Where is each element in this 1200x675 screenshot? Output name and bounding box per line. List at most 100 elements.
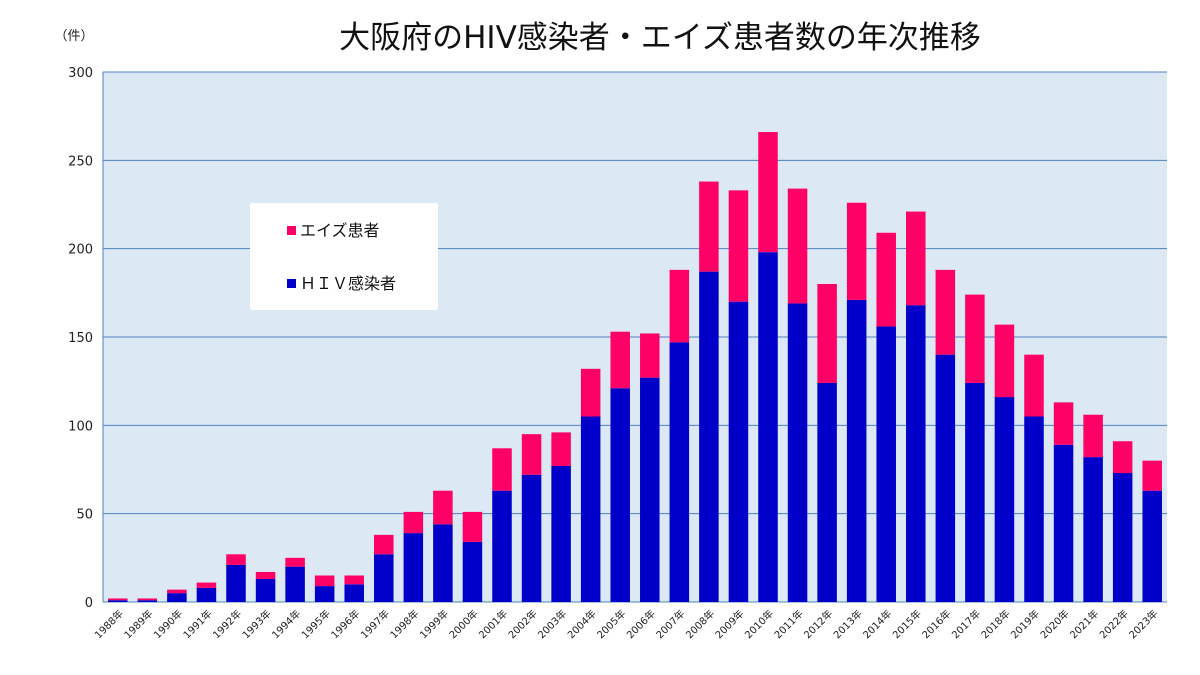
bar-segment-hiv — [167, 593, 187, 602]
bar-segment-aids — [1053, 402, 1074, 445]
bar-segment-aids — [462, 511, 483, 542]
bar-segment-hiv — [1112, 473, 1133, 602]
bar-segment-aids — [935, 269, 956, 355]
bar-segment-hiv — [699, 271, 719, 602]
x-tick-label: 2018年 — [978, 607, 1012, 641]
bar-segment-aids — [255, 571, 276, 580]
bar-segment-aids — [551, 432, 571, 466]
x-tick-label: 2006年 — [624, 607, 658, 641]
bar-segment-aids — [196, 582, 217, 588]
bar-segment-aids — [965, 294, 985, 383]
bar-segment-aids — [640, 333, 660, 378]
bar-segment-hiv — [640, 377, 660, 602]
x-tick-label: 2011年 — [771, 607, 805, 641]
bar-segment-hiv — [108, 600, 128, 602]
bar-segment-hiv — [817, 382, 837, 602]
x-tick-label: 2003年 — [535, 607, 569, 641]
bar-segment-hiv — [433, 524, 453, 602]
bar-segment-hiv — [610, 388, 630, 602]
bar-segment-hiv — [255, 579, 276, 602]
x-tick-label: 2016年 — [919, 607, 953, 641]
bar-segment-hiv — [935, 354, 956, 602]
x-tick-label: 2022年 — [1097, 607, 1131, 641]
x-tick-label: 2009年 — [712, 607, 746, 641]
bar-segment-hiv — [758, 252, 778, 602]
bar-segment-hiv — [403, 533, 424, 602]
x-tick-label: 2012年 — [801, 607, 835, 641]
bar-segment-hiv — [580, 416, 601, 602]
y-axis-unit-label: （件） — [54, 29, 93, 44]
x-tick-label: 2023年 — [1126, 607, 1160, 641]
bar-segment-aids — [1112, 441, 1133, 474]
x-tick-label: 1988年 — [92, 607, 126, 641]
y-tick-label: 50 — [76, 508, 93, 523]
bar-segment-hiv — [965, 382, 985, 602]
bar-segment-hiv — [787, 303, 808, 602]
bar-segment-aids — [876, 232, 896, 327]
legend-label-aids: エイズ患者 — [300, 221, 380, 240]
bar-segment-aids — [994, 324, 1015, 398]
bar-segment-aids — [285, 557, 305, 567]
y-tick-label: 0 — [85, 596, 93, 611]
bar-segment-hiv — [1024, 416, 1044, 602]
bar-segment-aids — [167, 589, 187, 594]
bar-segment-aids — [699, 181, 719, 272]
bar-segment-hiv — [521, 474, 542, 602]
bar-segment-hiv — [876, 326, 896, 602]
bar-segment-hiv — [374, 554, 394, 602]
bar-segment-hiv — [344, 584, 364, 602]
legend-swatch-aids — [287, 226, 296, 235]
bar-segment-aids — [137, 598, 158, 601]
x-axis-ticks: 1988年1989年1990年1991年1992年1993年1994年1995年… — [92, 607, 1161, 641]
x-tick-label: 2010年 — [742, 607, 776, 641]
x-tick-label: 1992年 — [210, 607, 244, 641]
bar-segment-aids — [108, 598, 128, 601]
y-tick-label: 150 — [68, 331, 93, 346]
bar-segment-aids — [906, 211, 926, 306]
x-tick-label: 2004年 — [565, 607, 599, 641]
bar-segment-aids — [226, 554, 246, 565]
x-tick-label: 1994年 — [269, 607, 303, 641]
bar-segment-aids — [728, 190, 749, 302]
bar-segment-aids — [1142, 460, 1162, 491]
x-tick-label: 2013年 — [831, 607, 865, 641]
bar-segment-hiv — [462, 541, 483, 602]
bar-segment-hiv — [492, 490, 512, 602]
bar-segment-hiv — [1053, 444, 1074, 602]
bar-segment-aids — [521, 434, 542, 475]
x-tick-label: 2007年 — [653, 607, 687, 641]
bar-segment-hiv — [728, 301, 749, 602]
x-tick-label: 1996年 — [328, 607, 362, 641]
bar-segment-aids — [492, 448, 512, 491]
x-tick-label: 1995年 — [299, 607, 333, 641]
legend-label-hiv: ＨＩＶ感染者 — [300, 274, 396, 293]
x-tick-label: 2017年 — [949, 607, 983, 641]
bar-segment-hiv — [1142, 490, 1162, 602]
bars — [108, 132, 1162, 602]
bar-segment-aids — [433, 490, 453, 525]
bar-segment-aids — [344, 575, 364, 585]
x-tick-label: 2019年 — [1008, 607, 1042, 641]
x-tick-label: 1998年 — [387, 607, 421, 641]
bar-segment-aids — [1024, 354, 1044, 417]
x-tick-label: 2005年 — [594, 607, 628, 641]
gridlines — [103, 71, 1167, 603]
x-tick-label: 2002年 — [505, 607, 539, 641]
bar-segment-hiv — [137, 600, 158, 602]
x-tick-label: 2015年 — [890, 607, 924, 641]
x-tick-label: 2020年 — [1037, 607, 1071, 641]
bar-segment-aids — [787, 188, 808, 304]
x-tick-label: 2008年 — [683, 607, 717, 641]
x-tick-label: 2014年 — [860, 607, 894, 641]
x-tick-label: 1993年 — [239, 607, 273, 641]
bar-segment-hiv — [1083, 457, 1103, 602]
bar-segment-hiv — [551, 465, 571, 602]
y-tick-label: 100 — [68, 419, 93, 434]
x-tick-label: 2021年 — [1067, 607, 1101, 641]
y-tick-label: 200 — [68, 243, 93, 258]
x-tick-label: 1999年 — [417, 607, 451, 641]
bar-segment-hiv — [196, 587, 217, 602]
legend: エイズ患者 ＨＩＶ感染者 — [250, 203, 438, 310]
x-tick-label: 2001年 — [476, 607, 510, 641]
